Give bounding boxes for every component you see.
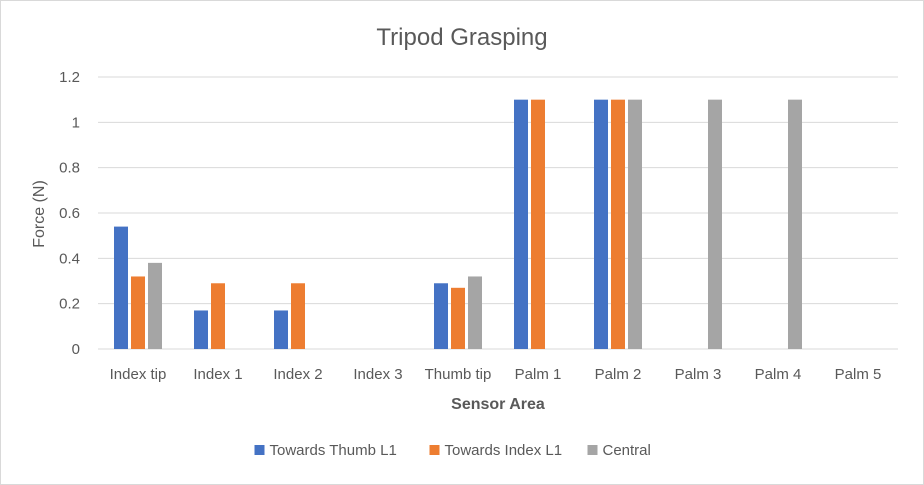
bar-1-1 — [211, 283, 225, 349]
y-axis-ticks: 0 0.2 0.4 0.6 0.8 1 1.2 — [59, 69, 80, 358]
chart-title: Tripod Grasping — [376, 24, 547, 51]
x-tick-label-9: Palm 5 — [835, 366, 882, 383]
legend: Towards Thumb L1 Towards Index L1 Central — [254, 442, 651, 459]
legend-item-2: Central — [587, 442, 651, 459]
legend-item-0: Towards Thumb L1 — [254, 442, 397, 459]
bar-2-6 — [628, 99, 642, 350]
bar-2-0 — [148, 262, 162, 349]
x-tick-label-2: Index 2 — [273, 366, 322, 383]
bar-0-5 — [514, 99, 528, 350]
y-tick-label-4: 0.8 — [59, 160, 80, 177]
legend-swatch-2 — [587, 445, 598, 455]
bar-1-4 — [451, 287, 465, 349]
bar-0-2 — [274, 310, 288, 349]
bar-0-4 — [434, 283, 448, 349]
x-tick-label-5: Palm 1 — [515, 366, 562, 383]
legend-swatch-1 — [429, 445, 440, 455]
bar-1-2 — [291, 283, 305, 349]
legend-label-2: Central — [603, 442, 651, 459]
y-axis-label: Force (N) — [31, 180, 48, 248]
bar-2-8 — [788, 99, 802, 350]
grid-lines — [98, 76, 898, 350]
x-tick-label-3: Index 3 — [353, 366, 402, 383]
bars-layer — [114, 99, 802, 350]
x-tick-label-6: Palm 2 — [595, 366, 642, 383]
legend-item-1: Towards Index L1 — [429, 442, 563, 459]
y-tick-label-1: 0.2 — [59, 296, 80, 313]
y-tick-label-5: 1 — [72, 114, 80, 131]
x-tick-label-8: Palm 4 — [755, 366, 802, 383]
y-tick-label-6: 1.2 — [59, 69, 80, 86]
bar-1-6 — [611, 99, 625, 350]
y-tick-label-3: 0.6 — [59, 205, 80, 222]
y-tick-label-0: 0 — [72, 341, 80, 358]
x-tick-label-7: Palm 3 — [675, 366, 722, 383]
x-axis-label: Sensor Area — [451, 396, 545, 413]
x-tick-label-4: Thumb tip — [425, 366, 492, 383]
x-axis-ticks: Index tip Index 1 Index 2 Index 3 Thumb tip P… — [110, 366, 882, 383]
bar-1-0 — [131, 276, 145, 349]
bar-2-7 — [708, 99, 722, 350]
legend-label-0: Towards Thumb L1 — [270, 442, 397, 459]
bar-0-6 — [594, 99, 608, 350]
bar-1-5 — [531, 99, 545, 350]
bar-0-0 — [114, 226, 128, 349]
bar-0-1 — [194, 310, 208, 349]
y-tick-label-2: 0.4 — [59, 250, 80, 267]
legend-label-1: Towards Index L1 — [445, 442, 563, 459]
bar-2-4 — [468, 276, 482, 349]
x-tick-label-0: Index tip — [110, 366, 167, 383]
legend-swatch-0 — [254, 445, 265, 455]
x-tick-label-1: Index 1 — [193, 366, 242, 383]
